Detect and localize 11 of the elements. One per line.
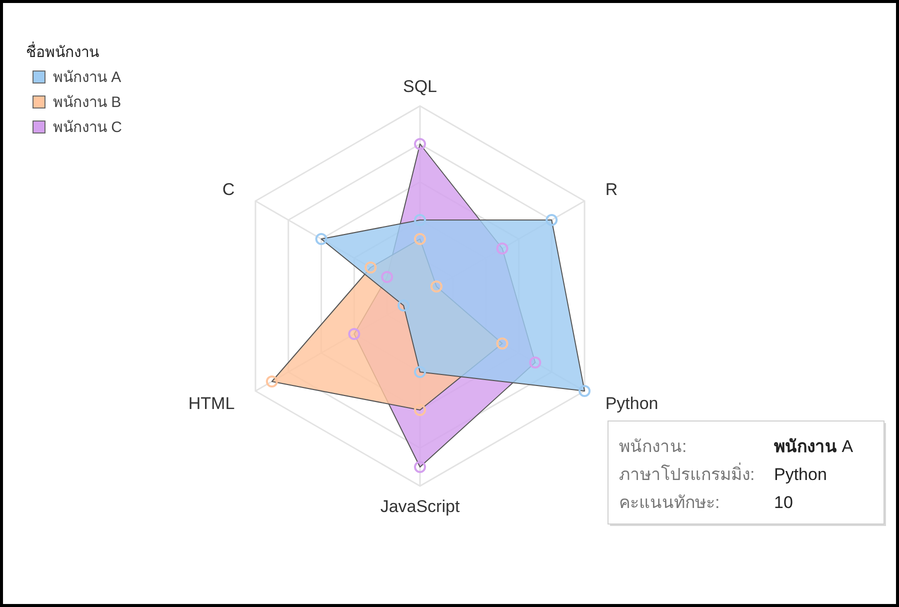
legend-label: พนักงาน A bbox=[53, 68, 122, 86]
legend-title: ชื่อพนักงาน bbox=[26, 40, 99, 60]
spoke-label: HTML bbox=[188, 394, 235, 412]
tooltip: พนักงาน: พนักงาน A ภาษาโปรแกรมมิ่ง: Python คะแนนทักษะ: 10 bbox=[608, 420, 886, 526]
spoke-label: R bbox=[605, 180, 618, 198]
spoke-label: C bbox=[222, 180, 235, 198]
spoke-label: SQL bbox=[402, 76, 438, 96]
legend-label: พนักงาน B bbox=[53, 94, 122, 110]
spoke-label: Python bbox=[605, 394, 658, 412]
spoke-label: JavaScript bbox=[380, 496, 460, 516]
legend-label: พนักงาน C bbox=[53, 118, 122, 136]
